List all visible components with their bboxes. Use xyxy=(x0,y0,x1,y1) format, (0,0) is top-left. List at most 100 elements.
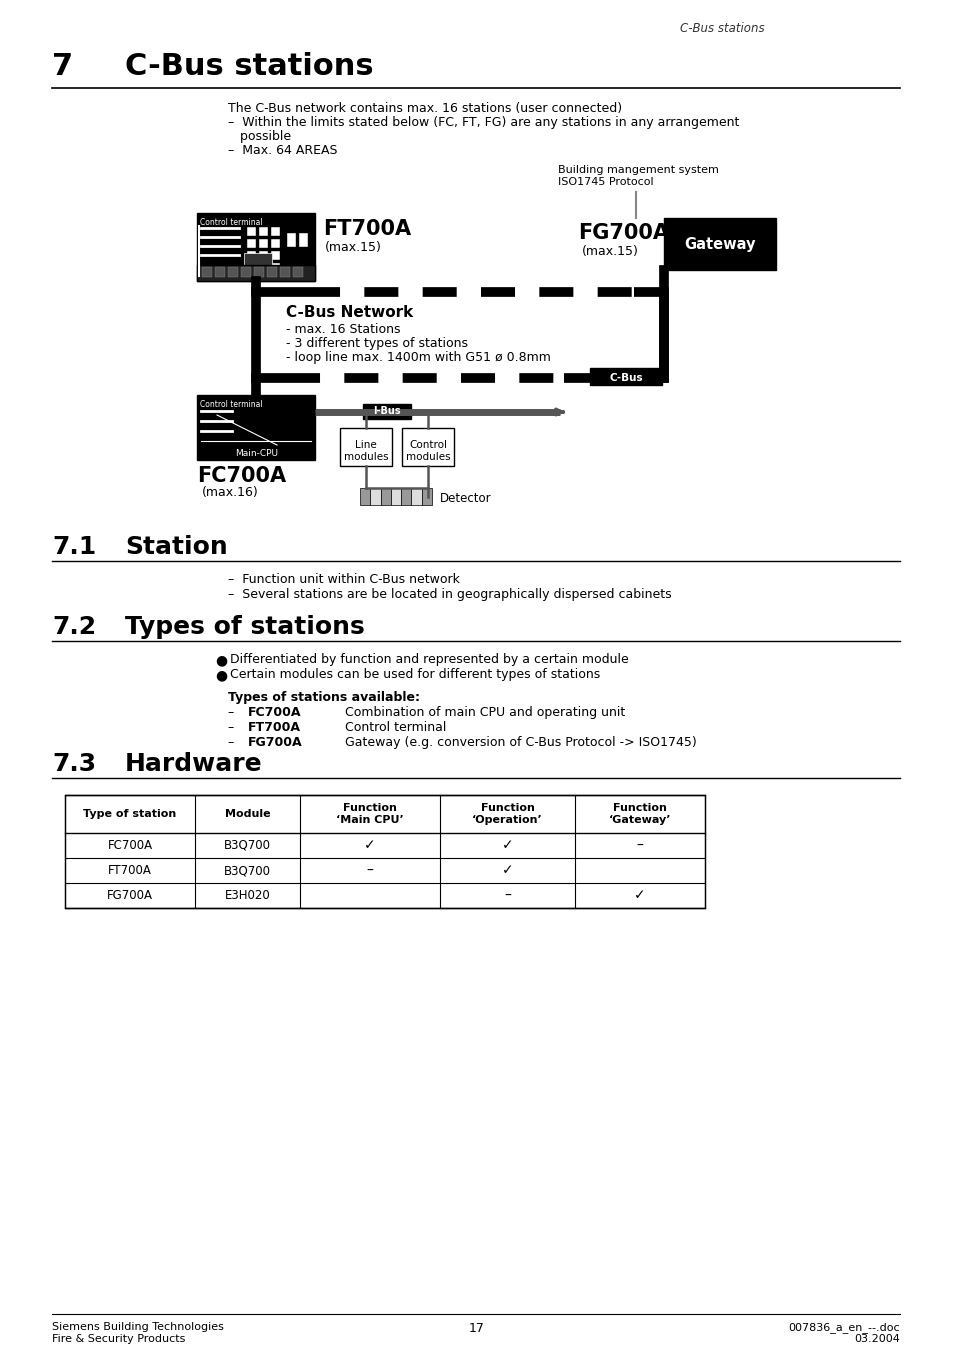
Bar xyxy=(65,794,704,908)
Text: Function
‘Main CPU’: Function ‘Main CPU’ xyxy=(335,804,403,825)
Text: Module: Module xyxy=(225,809,270,819)
Bar xyxy=(244,253,272,267)
Text: Hardware: Hardware xyxy=(125,753,262,775)
Bar xyxy=(400,488,411,505)
Text: (max.15): (max.15) xyxy=(325,240,381,254)
Text: C-Bus stations: C-Bus stations xyxy=(125,51,374,81)
Text: ✓: ✓ xyxy=(501,839,513,852)
Bar xyxy=(228,267,237,277)
Bar xyxy=(258,251,268,259)
Text: ISO1745 Protocol: ISO1745 Protocol xyxy=(558,177,653,186)
Text: –: – xyxy=(228,721,242,734)
Text: –  Max. 64 AREAS: – Max. 64 AREAS xyxy=(228,145,337,157)
Text: 03.2004: 03.2004 xyxy=(853,1333,899,1344)
Bar xyxy=(196,394,314,459)
Text: –: – xyxy=(228,707,242,719)
Text: E3H020: E3H020 xyxy=(224,889,270,902)
Bar xyxy=(359,488,370,505)
Text: FT700A: FT700A xyxy=(108,865,152,877)
Bar xyxy=(247,263,255,272)
Bar xyxy=(258,227,268,236)
Text: Station: Station xyxy=(125,535,228,559)
Text: ✓: ✓ xyxy=(501,863,513,878)
Bar xyxy=(247,251,255,259)
Text: (max.15): (max.15) xyxy=(581,245,639,258)
Text: Line
modules: Line modules xyxy=(343,440,388,462)
Bar xyxy=(253,267,264,277)
Text: ✓: ✓ xyxy=(364,839,375,852)
Bar xyxy=(202,267,212,277)
Text: –: – xyxy=(636,839,642,852)
Text: C-Bus: C-Bus xyxy=(609,373,642,382)
Text: Gateway (e.g. conversion of C-Bus Protocol -> ISO1745): Gateway (e.g. conversion of C-Bus Protoc… xyxy=(345,736,696,748)
Bar xyxy=(258,239,268,249)
Bar xyxy=(363,404,411,419)
Bar xyxy=(196,213,314,281)
Bar xyxy=(421,488,432,505)
Text: FG700A: FG700A xyxy=(578,223,668,243)
Text: Function
‘Operation’: Function ‘Operation’ xyxy=(472,804,542,825)
Text: Types of stations available:: Types of stations available: xyxy=(228,690,419,704)
Bar xyxy=(271,239,280,249)
Bar xyxy=(339,428,392,466)
Text: FG700A: FG700A xyxy=(248,736,302,748)
Text: FT700A: FT700A xyxy=(323,219,411,239)
Text: possible: possible xyxy=(228,130,291,143)
Text: Main-CPU: Main-CPU xyxy=(235,449,278,458)
Bar xyxy=(267,267,276,277)
Text: - loop line max. 1400m with G51 ø 0.8mm: - loop line max. 1400m with G51 ø 0.8mm xyxy=(286,351,550,363)
Bar xyxy=(589,367,661,385)
Text: Type of station: Type of station xyxy=(83,809,176,819)
Text: –  Function unit within C-Bus network: – Function unit within C-Bus network xyxy=(228,573,459,586)
Text: B3Q700: B3Q700 xyxy=(224,865,271,877)
Text: –  Several stations are be located in geographically dispersed cabinets: – Several stations are be located in geo… xyxy=(228,588,671,601)
Text: ✓: ✓ xyxy=(634,889,645,902)
Text: Fire & Security Products: Fire & Security Products xyxy=(52,1333,185,1344)
Text: C-Bus Network: C-Bus Network xyxy=(286,305,413,320)
Bar xyxy=(247,239,255,249)
Bar xyxy=(401,428,454,466)
Text: Building mangement system: Building mangement system xyxy=(558,165,719,176)
Text: FT700A: FT700A xyxy=(248,721,301,734)
Text: Control
modules: Control modules xyxy=(405,440,450,462)
Text: B3Q700: B3Q700 xyxy=(224,839,271,852)
Text: Combination of main CPU and operating unit: Combination of main CPU and operating un… xyxy=(345,707,624,719)
Text: 7.1: 7.1 xyxy=(52,535,96,559)
Bar xyxy=(214,267,225,277)
Bar xyxy=(298,232,308,247)
Text: The C-Bus network contains max. 16 stations (user connected): The C-Bus network contains max. 16 stati… xyxy=(228,101,621,115)
Text: FG700A: FG700A xyxy=(107,889,152,902)
Text: –: – xyxy=(503,889,511,902)
Bar xyxy=(247,227,255,236)
Text: 007836_a_en_--.doc: 007836_a_en_--.doc xyxy=(787,1323,899,1333)
Bar xyxy=(241,267,251,277)
Text: - 3 different types of stations: - 3 different types of stations xyxy=(286,336,468,350)
Bar xyxy=(280,267,290,277)
Text: C-Bus stations: C-Bus stations xyxy=(679,22,763,35)
Text: FC700A: FC700A xyxy=(196,466,286,486)
Text: –: – xyxy=(366,863,373,878)
Text: Function
‘Gateway’: Function ‘Gateway’ xyxy=(608,804,671,825)
Bar xyxy=(271,263,280,272)
Text: (max.16): (max.16) xyxy=(202,486,258,499)
Bar xyxy=(370,488,380,505)
Text: –: – xyxy=(228,736,242,748)
Bar xyxy=(293,267,303,277)
Text: 17: 17 xyxy=(469,1323,484,1335)
Text: Siemens Building Technologies: Siemens Building Technologies xyxy=(52,1323,224,1332)
Text: Differentiated by function and represented by a certain module: Differentiated by function and represent… xyxy=(230,653,628,666)
Text: Control terminal: Control terminal xyxy=(200,218,262,227)
Bar xyxy=(663,218,775,270)
Text: - max. 16 Stations: - max. 16 Stations xyxy=(286,323,400,336)
Bar xyxy=(258,263,268,272)
Text: 7: 7 xyxy=(52,51,73,81)
Text: FC700A: FC700A xyxy=(248,707,301,719)
Bar xyxy=(391,488,400,505)
Text: I-Bus: I-Bus xyxy=(373,407,400,416)
Text: Certain modules can be used for different types of stations: Certain modules can be used for differen… xyxy=(230,667,599,681)
Text: ●: ● xyxy=(214,667,227,682)
Bar xyxy=(196,265,314,281)
Text: FC700A: FC700A xyxy=(108,839,152,852)
Bar xyxy=(271,251,280,259)
Text: Types of stations: Types of stations xyxy=(125,615,364,639)
